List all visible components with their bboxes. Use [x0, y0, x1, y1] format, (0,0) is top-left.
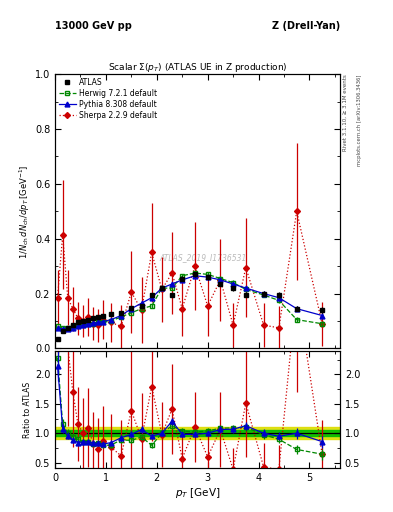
- Legend: ATLAS, Herwig 7.2.1 default, Pythia 8.308 default, Sherpa 2.2.9 default: ATLAS, Herwig 7.2.1 default, Pythia 8.30…: [57, 76, 158, 121]
- Text: 13000 GeV pp: 13000 GeV pp: [55, 20, 132, 31]
- Text: Rivet 3.1.10, ≥ 3.1M events: Rivet 3.1.10, ≥ 3.1M events: [343, 74, 348, 151]
- X-axis label: $p_T$ [GeV]: $p_T$ [GeV]: [175, 486, 220, 500]
- Title: Scalar $\Sigma(p_T)$ (ATLAS UE in Z production): Scalar $\Sigma(p_T)$ (ATLAS UE in Z prod…: [108, 61, 287, 74]
- Y-axis label: $1/N_\mathrm{ch}\,dN_\mathrm{ch}/dp_T\,[\mathrm{GeV}^{-1}]$: $1/N_\mathrm{ch}\,dN_\mathrm{ch}/dp_T\,[…: [18, 164, 32, 259]
- Y-axis label: Ratio to ATLAS: Ratio to ATLAS: [23, 381, 32, 438]
- Text: mcplots.cern.ch [arXiv:1306.3436]: mcplots.cern.ch [arXiv:1306.3436]: [357, 74, 362, 166]
- Bar: [55, 428, 340, 439]
- Text: ATLAS_2019_I1736531: ATLAS_2019_I1736531: [160, 253, 247, 263]
- Bar: [55, 430, 340, 436]
- Text: Z (Drell-Yan): Z (Drell-Yan): [272, 20, 340, 31]
